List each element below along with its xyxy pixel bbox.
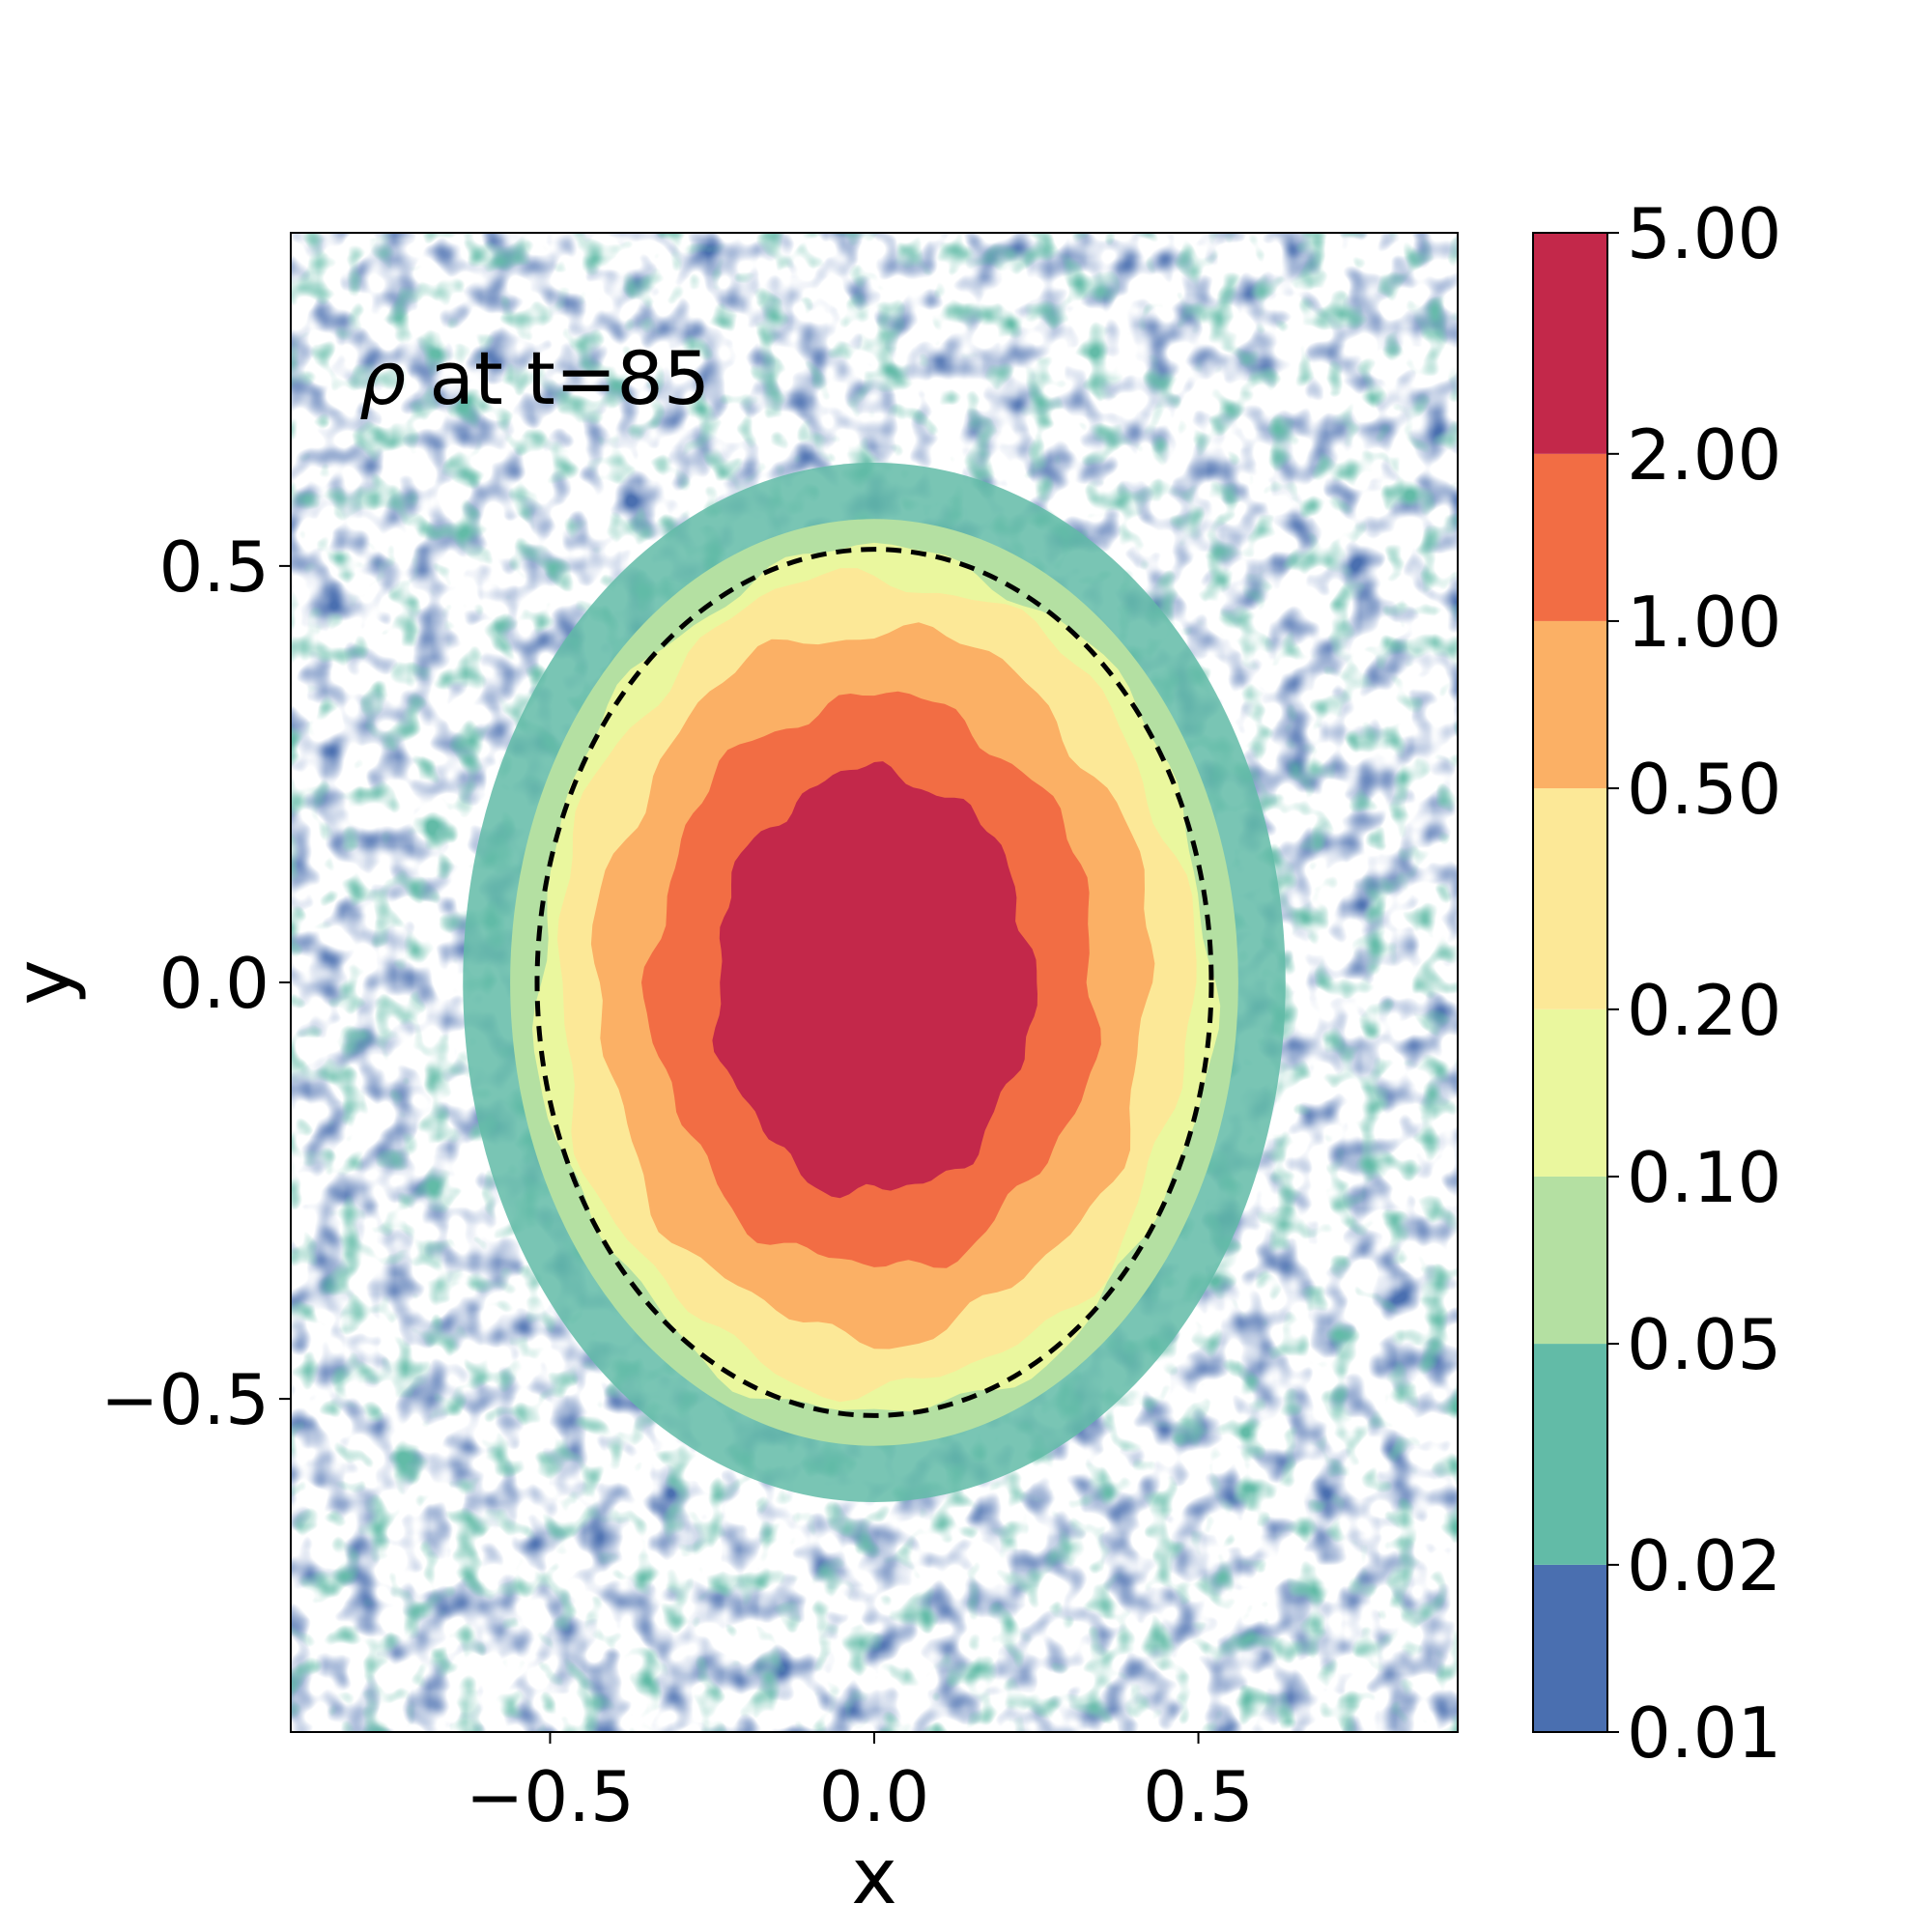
y-axis-label: y xyxy=(0,959,88,1005)
colorbar-segment xyxy=(1533,620,1607,789)
colorbar-tick-label: 0.50 xyxy=(1627,749,1781,830)
reference-ellipse xyxy=(534,547,1214,1418)
colorbar-tick-label: 0.20 xyxy=(1627,970,1781,1051)
colorbar-segment xyxy=(1533,233,1607,454)
colorbar-segment xyxy=(1533,453,1607,621)
y-tick-label: 0.0 xyxy=(158,943,270,1024)
colorbar-segment xyxy=(1533,1344,1607,1565)
x-tick-label: 0.5 xyxy=(1143,1756,1254,1837)
annotation-text: ρ at t=85 xyxy=(359,335,710,421)
y-tick-label: 0.5 xyxy=(158,526,270,608)
x-tick-label: 0.0 xyxy=(819,1756,930,1837)
x-tick-label: −0.5 xyxy=(466,1756,635,1837)
rho-symbol: ρ xyxy=(359,335,406,421)
colorbar-tick-label: 2.00 xyxy=(1627,414,1781,496)
colorbar-tick-label: 0.10 xyxy=(1627,1137,1781,1218)
colorbar: 0.01 0.02 0.05 0.10 0.20 0.50 1.00 2.00 5.00 xyxy=(1532,193,1781,1774)
contour-level-7 xyxy=(712,761,1037,1199)
y-tick-label: −0.5 xyxy=(100,1359,270,1440)
y-axis: −0.5 0.0 0.5 xyxy=(100,526,291,1440)
colorbar-tick-label: 0.05 xyxy=(1627,1304,1781,1385)
contour-layers xyxy=(291,233,1458,1732)
colorbar-segment xyxy=(1533,1564,1607,1732)
colorbar-segment xyxy=(1533,788,1607,1009)
colorbar-frame xyxy=(1532,232,1608,1733)
colorbar-tick-label: 0.02 xyxy=(1627,1525,1781,1606)
colorbar-tick-label: 5.00 xyxy=(1627,193,1781,274)
colorbar-tick-label: 1.00 xyxy=(1627,582,1781,663)
colorbar-tick-label: 0.01 xyxy=(1627,1692,1781,1774)
annotation-time: at t=85 xyxy=(406,335,710,421)
x-axis: −0.5 0.0 0.5 xyxy=(466,1732,1254,1837)
colorbar-segment xyxy=(1533,1176,1607,1345)
x-axis-label: x xyxy=(851,1832,896,1921)
colorbar-segment xyxy=(1533,1009,1607,1177)
